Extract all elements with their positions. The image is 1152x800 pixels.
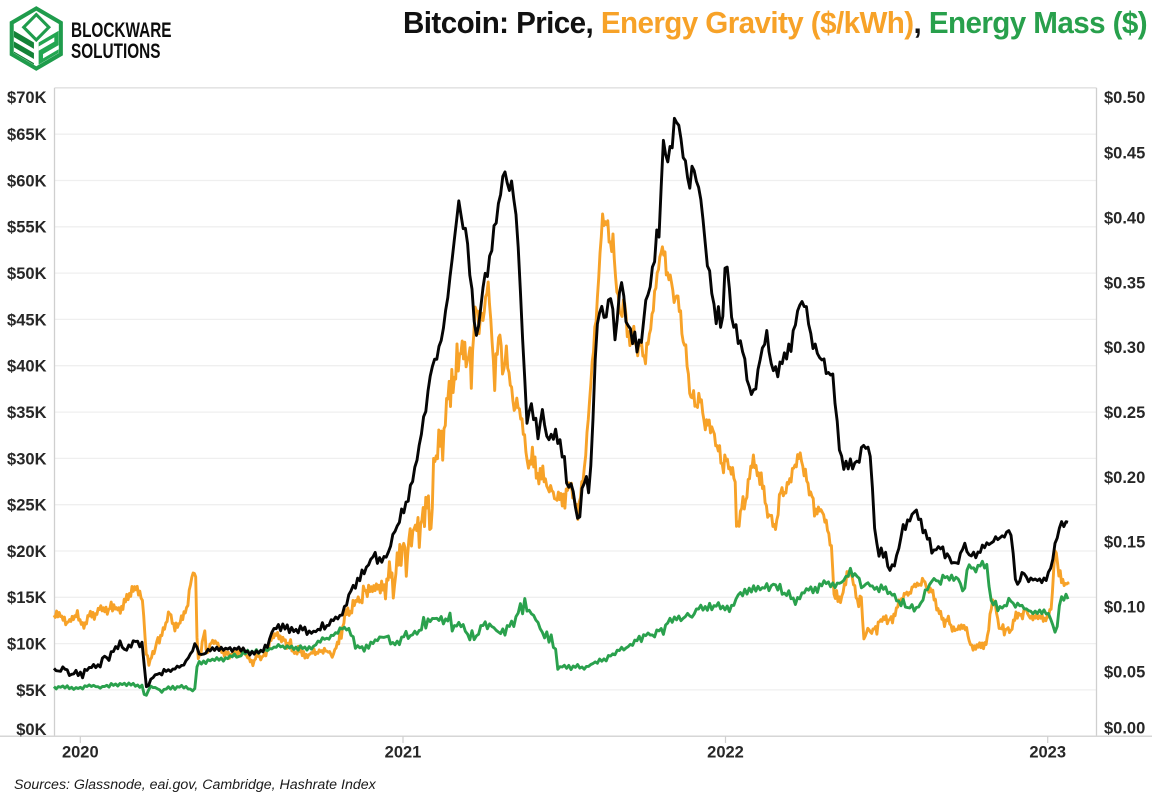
svg-text:$35K: $35K (7, 404, 47, 422)
svg-text:$0.00: $0.00 (1104, 719, 1145, 737)
svg-text:$30K: $30K (7, 450, 47, 468)
svg-text:$0.20: $0.20 (1104, 469, 1145, 487)
svg-text:2023: 2023 (1029, 744, 1066, 762)
svg-text:$10K: $10K (7, 636, 47, 654)
svg-text:$0.35: $0.35 (1104, 274, 1145, 292)
svg-text:$65K: $65K (7, 126, 47, 144)
svg-text:$70K: $70K (7, 89, 47, 107)
svg-text:$50K: $50K (7, 265, 47, 283)
svg-text:2021: 2021 (385, 744, 422, 762)
svg-text:$0.15: $0.15 (1104, 534, 1145, 552)
svg-text:2020: 2020 (62, 744, 99, 762)
svg-text:$25K: $25K (7, 497, 47, 515)
svg-text:$5K: $5K (16, 682, 46, 700)
svg-text:$0.50: $0.50 (1104, 89, 1145, 107)
svg-text:$60K: $60K (7, 172, 47, 190)
svg-text:2022: 2022 (707, 744, 744, 762)
svg-text:$45K: $45K (7, 311, 47, 329)
svg-text:$55K: $55K (7, 219, 47, 237)
svg-text:$0.40: $0.40 (1104, 210, 1145, 228)
svg-text:$0.10: $0.10 (1104, 598, 1145, 616)
svg-text:$0.25: $0.25 (1104, 404, 1145, 422)
svg-text:$20K: $20K (7, 543, 47, 561)
svg-text:$0K: $0K (16, 721, 46, 739)
svg-text:$0.30: $0.30 (1104, 339, 1145, 357)
svg-text:$40K: $40K (7, 358, 47, 376)
svg-text:$0.05: $0.05 (1104, 663, 1145, 681)
svg-text:$15K: $15K (7, 589, 47, 607)
svg-text:$0.45: $0.45 (1104, 145, 1145, 163)
